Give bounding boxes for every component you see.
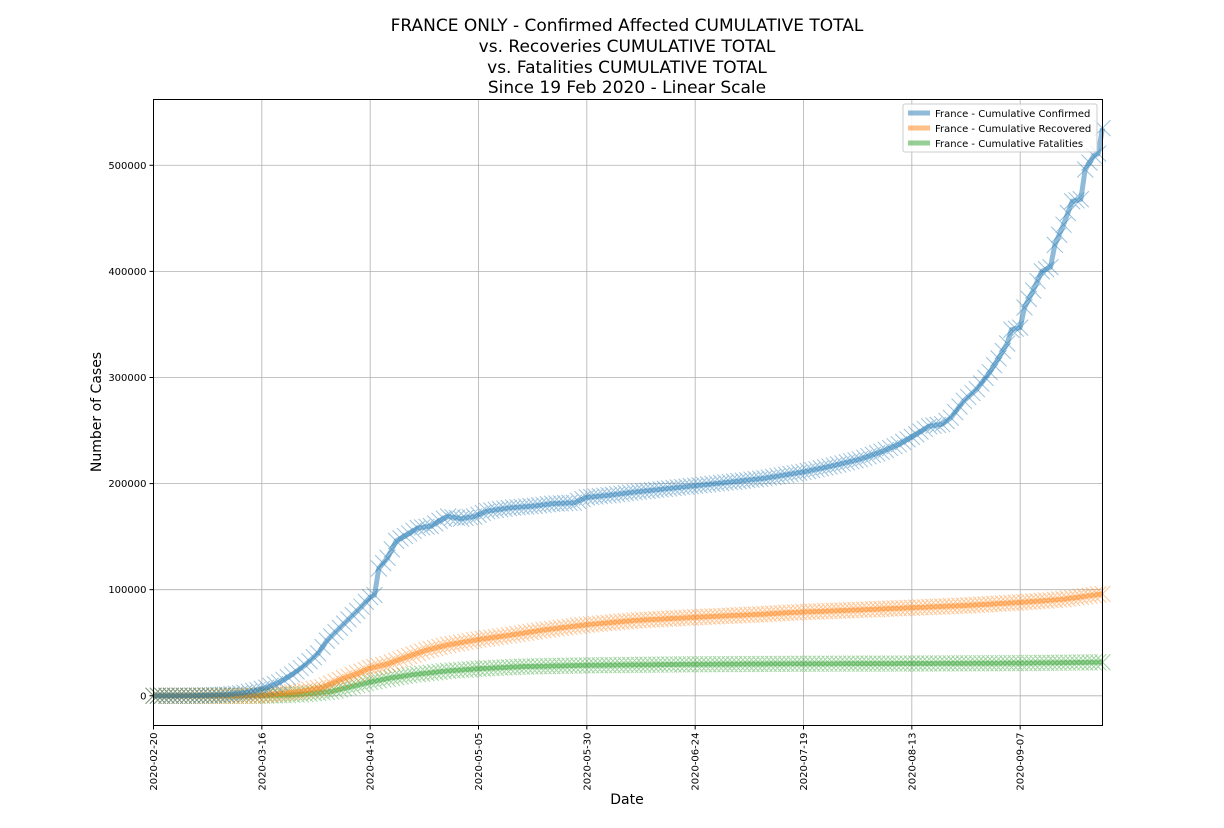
legend-box (902, 103, 1098, 153)
y-tick-label: 500000 (108, 161, 146, 172)
x-tick-label: 2020-08-13 (907, 733, 918, 791)
legend-entry-recovered: France - Cumulative Recovered (908, 124, 1091, 135)
series-line (153, 659, 1103, 699)
legend-label-recovered: France - Cumulative Recovered (935, 124, 1091, 135)
x-tick-label: 2020-05-05 (474, 733, 485, 791)
x-tick-label: 2020-07-19 (799, 733, 810, 791)
plot-frame (153, 99, 1103, 726)
y-tick-label: 100000 (108, 585, 146, 596)
legend-entry-confirmed: France - Cumulative Confirmed (908, 109, 1090, 120)
x-tick-label: 2020-06-24 (691, 733, 702, 791)
y-tick-label: 0 (140, 691, 146, 702)
x-tick-label: 2020-03-16 (257, 733, 268, 791)
chart-title-line-3: vs. Fatalities CUMULATIVE TOTAL (487, 58, 767, 78)
chart-title-line-2: vs. Recoveries CUMULATIVE TOTAL (479, 37, 776, 57)
chart-title-line-1: FRANCE ONLY - Confirmed Affected CUMULAT… (391, 16, 864, 36)
legend: France - Cumulative Confirmed France - C… (902, 103, 1098, 153)
x-tick-label: 2020-02-20 (149, 733, 160, 791)
y-tick-label: 300000 (108, 373, 146, 384)
series-line (153, 127, 1105, 699)
y-tick-label: 200000 (108, 479, 146, 490)
legend-label-confirmed: France - Cumulative Confirmed (935, 109, 1090, 120)
x-tick-label: 2020-05-30 (582, 733, 593, 791)
axis-ticks: 2020-02-20 2020-03-16 2020-04-10 2020-05-05… (108, 161, 1026, 791)
legend-label-fatalities: France - Cumulative Fatalities (935, 139, 1083, 150)
x-tick-label: 2020-09-07 (1016, 733, 1027, 791)
chart-title: FRANCE ONLY - Confirmed Affected CUMULAT… (391, 16, 864, 98)
x-tick-label: 2020-04-10 (366, 733, 377, 791)
chart-title-line-4: Since 19 Feb 2020 - Linear Scale (488, 78, 766, 98)
x-axis-label: Date (610, 792, 643, 808)
y-axis-label: Number of Cases (89, 352, 105, 472)
y-tick-label: 400000 (108, 267, 146, 278)
legend-entry-fatalities: France - Cumulative Fatalities (908, 139, 1083, 150)
series-line (153, 591, 1103, 699)
